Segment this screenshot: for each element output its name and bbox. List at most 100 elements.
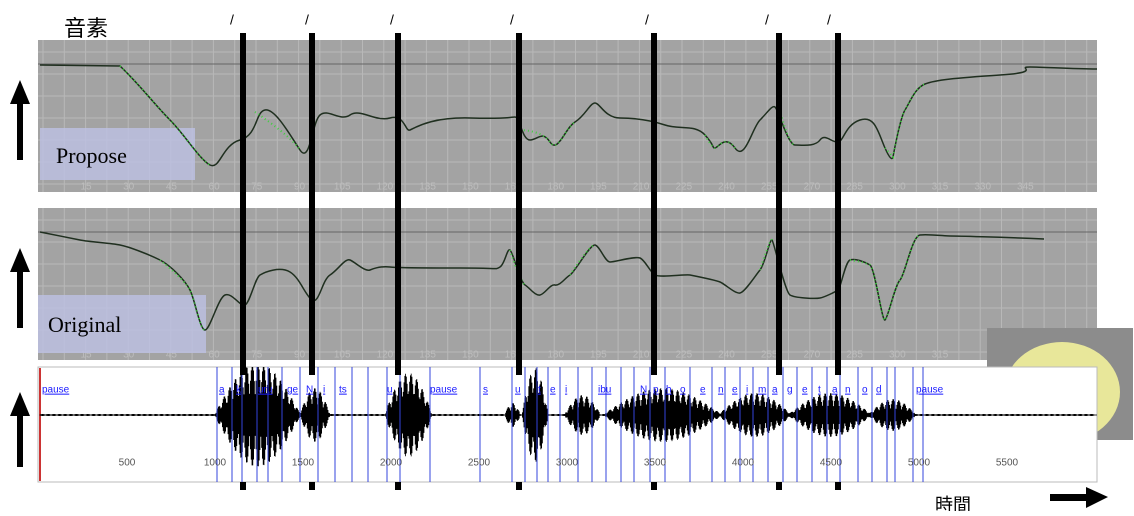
phoneme-label: uru (258, 385, 272, 396)
phoneme-label: e (700, 385, 706, 396)
x-tick-label: 3000 (556, 458, 579, 469)
x-tick-label: 285 (846, 182, 863, 193)
x-tick-label: 75 (251, 182, 263, 193)
boundary-tick (240, 482, 246, 490)
x-tick-label: 75 (251, 350, 263, 361)
panel-label: Original (48, 312, 121, 337)
x-tick-label: 2500 (468, 458, 491, 469)
x-tick-label: 210 (633, 350, 650, 361)
boundary-bar (240, 33, 246, 375)
phoneme-label: ibu (598, 385, 611, 396)
boundary-slash: / (305, 12, 309, 28)
x-tick-label: 180 (547, 182, 564, 193)
phoneme-label: s (483, 385, 488, 396)
boundary-slash: / (765, 12, 769, 28)
phoneme-label: e (550, 385, 556, 396)
boundary-bar (651, 33, 657, 375)
boundary-bar (395, 33, 401, 375)
x-tick-label: 120 (377, 350, 394, 361)
boundary-tick (395, 482, 401, 490)
phoneme-label: h (666, 385, 672, 396)
x-tick-label: 330 (974, 182, 991, 193)
boundary-bar (776, 33, 782, 375)
phoneme-label: i (746, 385, 748, 396)
x-tick-label: 60 (209, 182, 221, 193)
boundary-tick (309, 482, 315, 490)
x-tick-label: 255 (761, 182, 778, 193)
phoneme-label: i (565, 385, 567, 396)
phoneme-label: o (862, 385, 868, 396)
time-label: 時間 (935, 495, 971, 511)
panel-label: Propose (56, 143, 127, 168)
phoneme-label: ts (339, 385, 347, 396)
x-tick-label: 270 (804, 182, 821, 193)
phoneme-label: pause (430, 385, 458, 396)
boundary-slash: / (645, 12, 649, 28)
figure: 音素 1530456075901051201351501651801952102… (0, 0, 1134, 511)
phoneme-label: a (219, 385, 225, 396)
x-tick-label: 105 (334, 182, 351, 193)
x-tick-label: 255 (761, 350, 778, 361)
phoneme-label: i (323, 385, 325, 396)
x-tick-label: 300 (889, 182, 906, 193)
phoneme-label: pause (42, 385, 70, 396)
boundary-slash: / (390, 12, 394, 28)
boundary-bar (516, 33, 522, 375)
x-tick-label: 300 (889, 350, 906, 361)
boundary-tick (776, 482, 782, 490)
phoneme-label: a (832, 385, 838, 396)
boundary-slash: / (510, 12, 514, 28)
x-tick-label: 4500 (820, 458, 843, 469)
x-tick-label: 135 (419, 182, 436, 193)
phoneme-label: n (718, 385, 724, 396)
x-tick-label: 5000 (908, 458, 931, 469)
phoneme-label: t (818, 385, 821, 396)
x-tick-label: 105 (334, 350, 351, 361)
x-tick-label: 240 (718, 182, 735, 193)
boundary-slash: / (827, 12, 831, 28)
phoneme-label: o (680, 385, 686, 396)
phoneme-label: N (306, 385, 313, 396)
x-tick-label: 45 (166, 182, 178, 193)
x-tick-label: 15 (80, 182, 92, 193)
x-tick-label: 3500 (644, 458, 667, 469)
x-tick-label: 225 (675, 182, 692, 193)
x-tick-label: 225 (675, 350, 692, 361)
x-tick-label: 195 (590, 350, 607, 361)
x-tick-label: 5500 (996, 458, 1019, 469)
phoneme-label: e (802, 385, 808, 396)
x-tick-label: 210 (633, 182, 650, 193)
x-tick-label: 4000 (732, 458, 755, 469)
phoneme-label: a (772, 385, 778, 396)
panel-propose (38, 40, 1097, 192)
x-tick-label: 345 (1017, 182, 1034, 193)
boundary-bar (835, 33, 841, 375)
x-tick-label: 150 (462, 350, 479, 361)
boundary-bar (309, 33, 315, 375)
phoneme-label: u (387, 385, 393, 396)
x-tick-label: 180 (547, 350, 564, 361)
phoneme-label: 音素 (64, 17, 108, 42)
x-tick-label: 315 (932, 182, 949, 193)
boundary-tick (516, 482, 522, 490)
phoneme-label: d (876, 385, 882, 396)
x-tick-label: 135 (419, 350, 436, 361)
x-tick-label: 1000 (204, 458, 227, 469)
x-tick-label: 315 (932, 350, 949, 361)
boundary-slash: / (230, 12, 234, 28)
phoneme-label: p (653, 385, 659, 396)
phoneme-label: pause (916, 385, 944, 396)
boundary-tick (835, 482, 841, 490)
x-tick-label: 90 (294, 350, 306, 361)
x-tick-label: 60 (209, 350, 221, 361)
x-tick-label: 90 (294, 182, 306, 193)
phoneme-label: t (538, 385, 541, 396)
x-tick-label: 30 (123, 182, 135, 193)
phoneme-label: e (732, 385, 738, 396)
x-tick-label: 120 (377, 182, 394, 193)
x-tick-label: 285 (846, 350, 863, 361)
x-tick-label: 240 (718, 350, 735, 361)
x-tick-label: 150 (462, 182, 479, 193)
boundary-tick (651, 482, 657, 490)
phoneme-label: u (515, 385, 521, 396)
